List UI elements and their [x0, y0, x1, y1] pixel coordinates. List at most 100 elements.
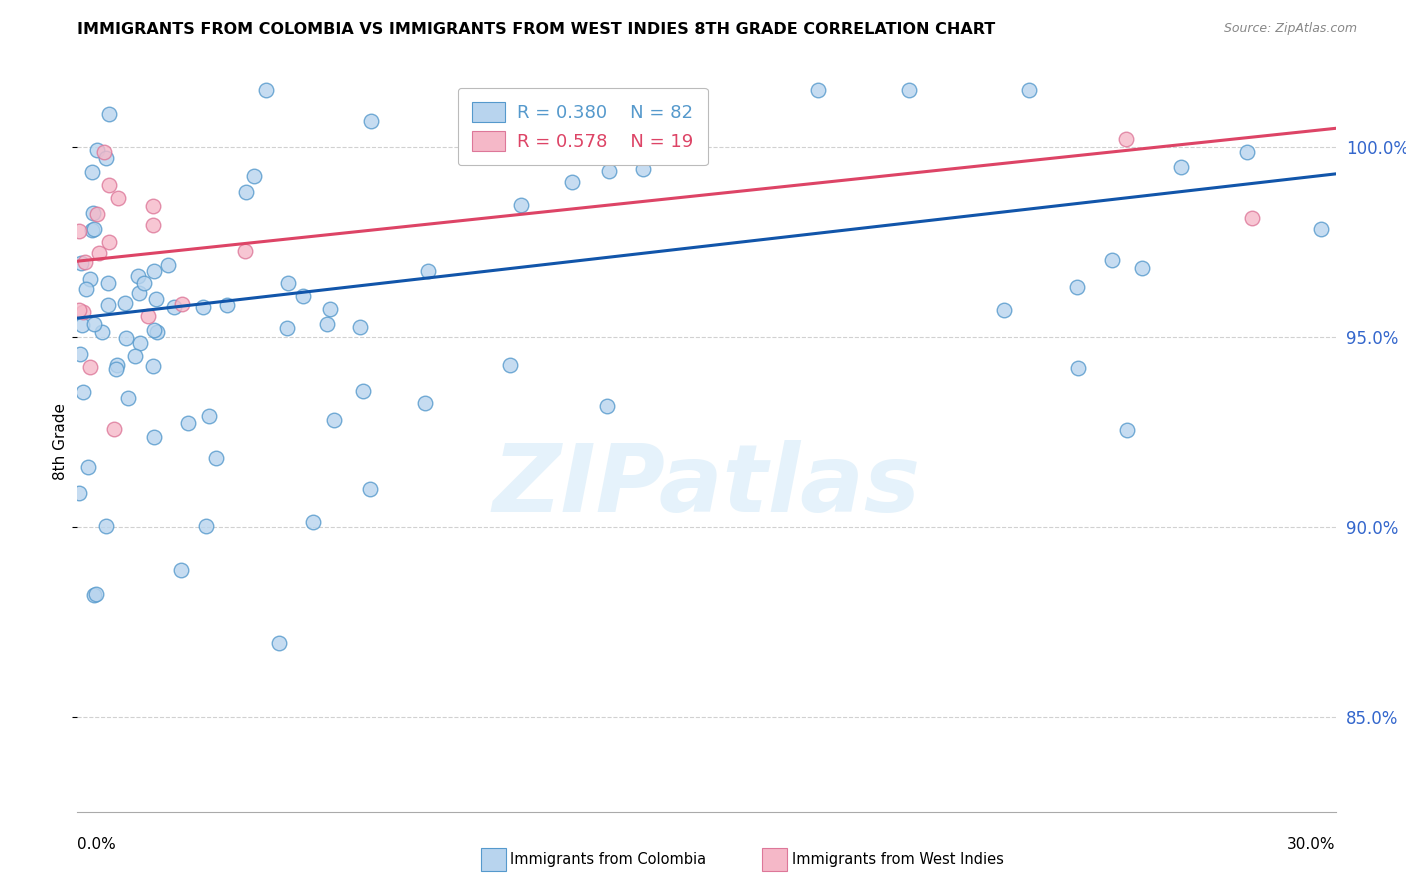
Point: [80, 223, 103, 237]
Text: Source: ZipAtlas.com: Source: ZipAtlas.com: [1223, 22, 1357, 36]
Point: [124, 349, 146, 363]
Point: [93, 145, 115, 160]
Point: [1236, 145, 1258, 159]
Point: [103, 422, 125, 436]
Text: Immigrants from West Indies: Immigrants from West Indies: [792, 853, 1004, 867]
Point: [561, 175, 583, 189]
Point: [898, 83, 921, 97]
Text: ZIPatlas: ZIPatlas: [492, 440, 921, 532]
Point: [142, 323, 165, 337]
Point: [510, 198, 533, 212]
Point: [315, 318, 337, 332]
Point: [87, 245, 110, 260]
Point: [301, 515, 323, 529]
Point: [83, 317, 105, 331]
Point: [1115, 132, 1137, 146]
Point: [1018, 83, 1040, 97]
Point: [191, 300, 214, 314]
Legend: R = 0.380    N = 82, R = 0.578    N = 19: R = 0.380 N = 82, R = 0.578 N = 19: [457, 87, 707, 166]
Point: [142, 429, 165, 443]
Text: IMMIGRANTS FROM COLOMBIA VS IMMIGRANTS FROM WEST INDIES 8TH GRADE CORRELATION CH: IMMIGRANTS FROM COLOMBIA VS IMMIGRANTS F…: [77, 22, 995, 37]
Point: [157, 258, 180, 272]
Point: [83, 588, 105, 602]
Point: [114, 296, 136, 310]
Point: [69, 347, 91, 361]
Point: [96, 519, 118, 533]
Point: [349, 320, 371, 334]
Point: [217, 298, 239, 312]
Point: [172, 297, 194, 311]
Point: [807, 83, 830, 97]
Point: [1101, 252, 1123, 267]
Point: [352, 384, 374, 398]
Point: [117, 391, 139, 405]
Point: [79, 271, 101, 285]
Point: [72, 305, 94, 319]
Point: [145, 326, 167, 340]
Point: [79, 359, 101, 374]
Point: [105, 358, 128, 372]
Point: [104, 362, 127, 376]
Point: [97, 107, 120, 121]
Point: [67, 302, 90, 317]
Point: [276, 321, 298, 335]
Point: [80, 165, 103, 179]
Point: [97, 235, 120, 250]
Point: [633, 162, 655, 177]
Point: [1066, 280, 1088, 294]
Point: [292, 289, 315, 303]
Point: [77, 460, 100, 475]
Point: [243, 169, 266, 184]
Point: [1170, 161, 1192, 175]
Point: [136, 309, 159, 323]
Point: [128, 285, 150, 300]
Text: 30.0%: 30.0%: [1288, 837, 1336, 852]
Point: [107, 191, 129, 205]
Point: [1130, 261, 1153, 276]
Point: [319, 301, 342, 316]
Point: [86, 143, 108, 157]
Point: [67, 224, 90, 238]
Y-axis label: 8th Grade: 8th Grade: [53, 403, 67, 480]
Point: [142, 359, 165, 373]
Point: [1240, 211, 1263, 225]
Point: [142, 219, 165, 233]
Point: [169, 563, 191, 577]
Point: [177, 416, 200, 430]
Point: [82, 206, 104, 220]
Point: [70, 256, 93, 270]
Point: [1115, 423, 1137, 437]
Point: [73, 254, 96, 268]
Point: [598, 163, 620, 178]
Point: [97, 276, 120, 290]
Point: [163, 300, 186, 314]
Point: [72, 385, 94, 400]
Point: [1067, 361, 1090, 376]
Point: [413, 395, 436, 409]
Point: [128, 335, 150, 350]
Point: [359, 482, 381, 496]
Text: Immigrants from Colombia: Immigrants from Colombia: [510, 853, 706, 867]
Point: [115, 330, 138, 344]
Point: [132, 276, 155, 290]
Point: [418, 263, 440, 277]
Point: [127, 269, 149, 284]
Point: [205, 450, 228, 465]
Point: [97, 178, 120, 192]
Point: [145, 292, 167, 306]
Point: [254, 83, 277, 97]
Point: [195, 518, 218, 533]
Point: [84, 587, 107, 601]
Text: 0.0%: 0.0%: [77, 837, 117, 852]
Point: [75, 282, 97, 296]
Point: [72, 318, 94, 333]
Point: [499, 358, 522, 372]
Point: [360, 114, 382, 128]
Point: [67, 485, 90, 500]
Point: [96, 151, 118, 165]
Point: [596, 400, 619, 414]
Point: [235, 185, 257, 199]
Point: [86, 207, 108, 221]
Point: [993, 302, 1015, 317]
Point: [143, 264, 166, 278]
